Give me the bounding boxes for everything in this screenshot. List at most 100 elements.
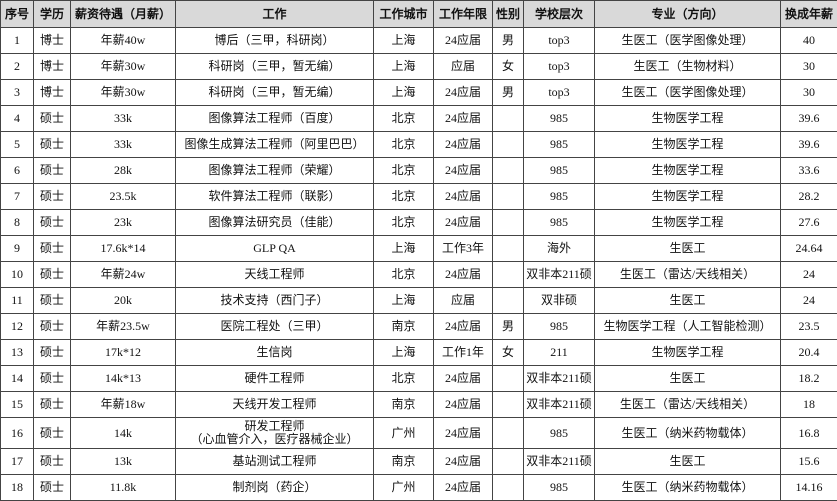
table-cell: 双非硕 <box>524 288 595 314</box>
table-cell: 博后（三甲，科研岗） <box>176 28 374 54</box>
table-cell: 18 <box>1 475 34 501</box>
table-cell: 上海 <box>374 54 434 80</box>
table-cell: 科研岗（三甲，暂无编） <box>176 54 374 80</box>
table-cell: 生医工（纳米药物载体） <box>595 475 781 501</box>
table-cell: 985 <box>524 106 595 132</box>
table-cell: 24应届 <box>434 80 493 106</box>
table-cell: 14.16 <box>781 475 837 501</box>
table-cell: 16.8 <box>781 418 837 449</box>
empty-cell <box>493 262 524 288</box>
table-cell: 24应届 <box>434 475 493 501</box>
table-cell: 20.4 <box>781 340 837 366</box>
table-cell: 985 <box>524 418 595 449</box>
table-cell: 985 <box>524 132 595 158</box>
table-cell: 33k <box>71 106 176 132</box>
table-cell: 北京 <box>374 106 434 132</box>
table-cell: 生医工 <box>595 366 781 392</box>
empty-cell <box>493 106 524 132</box>
table-cell: 天线开发工程师 <box>176 392 374 418</box>
empty-cell <box>493 210 524 236</box>
header-cell: 序号 <box>1 1 34 28</box>
table-cell: 广州 <box>374 418 434 449</box>
header-cell: 专业（方向） <box>595 1 781 28</box>
table-cell: 985 <box>524 210 595 236</box>
table-cell: 24应届 <box>434 28 493 54</box>
table-cell: 18 <box>781 392 837 418</box>
table-cell: 985 <box>524 314 595 340</box>
table-cell: 双非本211硕 <box>524 262 595 288</box>
table-cell: 男 <box>493 80 524 106</box>
table-cell: 33.6 <box>781 158 837 184</box>
table-cell: 图像算法研究员（佳能） <box>176 210 374 236</box>
empty-cell <box>493 132 524 158</box>
table-cell: 博士 <box>34 54 71 80</box>
table-cell: 24.64 <box>781 236 837 262</box>
header-cell: 薪资待遇（月薪） <box>71 1 176 28</box>
table-cell: 23.5 <box>781 314 837 340</box>
table-cell: 9 <box>1 236 34 262</box>
table-cell: 15.6 <box>781 449 837 475</box>
table-cell: 3 <box>1 80 34 106</box>
table-cell: 2 <box>1 54 34 80</box>
empty-cell <box>493 418 524 449</box>
table-cell: 天线工程师 <box>176 262 374 288</box>
table-cell: 生医工（雷达/天线相关） <box>595 262 781 288</box>
table-cell: 20k <box>71 288 176 314</box>
table-cell: 双非本211硕 <box>524 366 595 392</box>
table-cell: 工作3年 <box>434 236 493 262</box>
table-cell: 24 <box>781 262 837 288</box>
table-cell: 工作1年 <box>434 340 493 366</box>
table-cell: 南京 <box>374 392 434 418</box>
table-cell: 生医工（医学图像处理） <box>595 28 781 54</box>
table-cell: 生物医学工程 <box>595 210 781 236</box>
table-cell: 硕士 <box>34 210 71 236</box>
empty-cell <box>493 236 524 262</box>
table-cell: 985 <box>524 475 595 501</box>
header-cell: 性别 <box>493 1 524 28</box>
table-cell: 13 <box>1 340 34 366</box>
empty-cell <box>493 184 524 210</box>
table-cell: 南京 <box>374 449 434 475</box>
table-cell: 生医工 <box>595 288 781 314</box>
table-cell: 24应届 <box>434 418 493 449</box>
table-cell: 24应届 <box>434 184 493 210</box>
table-cell: 硕士 <box>34 236 71 262</box>
table-cell: 女 <box>493 54 524 80</box>
table-cell: 39.6 <box>781 132 837 158</box>
table-cell: 39.6 <box>781 106 837 132</box>
empty-cell <box>493 288 524 314</box>
table-cell: 女 <box>493 340 524 366</box>
table-cell: 14k <box>71 418 176 449</box>
table-cell: 生医工 <box>595 449 781 475</box>
table-cell: 硬件工程师 <box>176 366 374 392</box>
table-cell: 硕士 <box>34 262 71 288</box>
empty-cell <box>493 392 524 418</box>
table-cell: 年薪24w <box>71 262 176 288</box>
table-cell: 硕士 <box>34 288 71 314</box>
table-cell: 年薪40w <box>71 28 176 54</box>
table-cell: 33k <box>71 132 176 158</box>
table-cell: 7 <box>1 184 34 210</box>
table-cell: 硕士 <box>34 314 71 340</box>
table-cell: 上海 <box>374 236 434 262</box>
table-cell: 211 <box>524 340 595 366</box>
table-cell: 硕士 <box>34 106 71 132</box>
table-cell: 24应届 <box>434 106 493 132</box>
table-cell: 男 <box>493 314 524 340</box>
table-cell: 图像生成算法工程师（阿里巴巴） <box>176 132 374 158</box>
empty-cell <box>493 475 524 501</box>
